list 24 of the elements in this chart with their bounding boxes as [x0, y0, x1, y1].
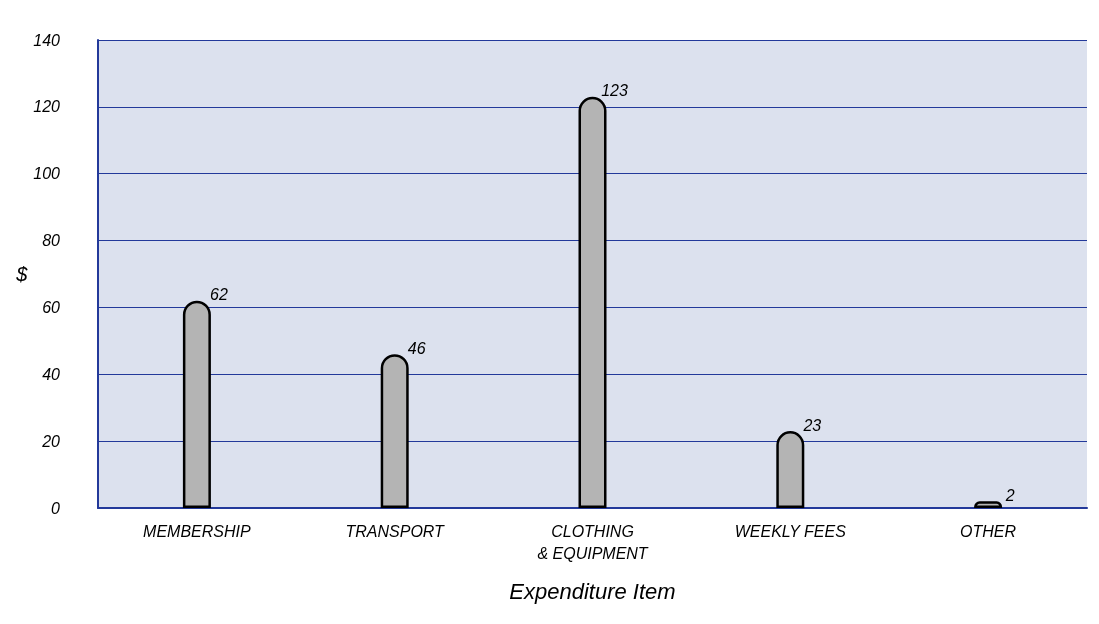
data-label: 62: [210, 286, 228, 304]
data-label: 23: [802, 416, 822, 434]
x-tick-label: CLOTHING & EQUIPMENT: [537, 522, 649, 562]
y-tick-label: 120: [33, 98, 61, 116]
y-tick-label: 140: [33, 31, 61, 49]
y-tick-label: 80: [42, 232, 61, 250]
bar: [182, 300, 211, 508]
bar: [380, 354, 409, 508]
y-tick-label: 40: [42, 365, 61, 383]
x-axis-title: Expenditure Item: [509, 578, 676, 604]
x-tick-label: OTHER: [960, 522, 1017, 540]
x-tick-label: TRANSPORT: [345, 522, 446, 540]
y-tick-label: 60: [42, 298, 61, 316]
y-axis-title: $: [15, 263, 29, 285]
y-tick-label: 100: [33, 165, 61, 183]
y-tick-label: 0: [51, 499, 61, 517]
x-tick-label: WEEKLY FEES: [734, 522, 847, 540]
data-label: 2: [1004, 486, 1015, 504]
x-tick-label: MEMBERSHIP: [143, 522, 252, 540]
data-label: 123: [601, 82, 628, 100]
data-label: 46: [407, 339, 426, 357]
y-tick-label: 20: [41, 432, 61, 450]
bar: [578, 96, 607, 508]
bar: [776, 431, 805, 508]
